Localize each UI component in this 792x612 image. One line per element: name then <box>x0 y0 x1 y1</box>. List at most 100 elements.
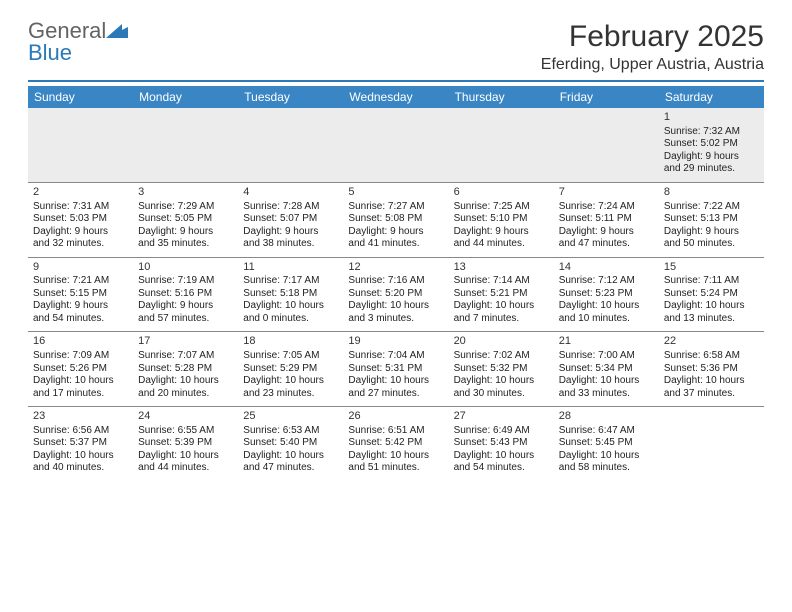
sunset-text: Sunset: 5:20 PM <box>348 288 443 301</box>
calendar-day-cell: 20Sunrise: 7:02 AMSunset: 5:32 PMDayligh… <box>449 332 554 407</box>
daylight-text-2: and 41 minutes. <box>348 238 443 251</box>
day-number: 20 <box>454 335 549 349</box>
daylight-text-1: Daylight: 10 hours <box>138 450 233 463</box>
day-number: 14 <box>559 261 654 275</box>
daylight-text-2: and 13 minutes. <box>664 313 759 326</box>
page-header: GeneralBlue February 2025 Eferding, Uppe… <box>28 20 764 82</box>
daylight-text-2: and 54 minutes. <box>454 462 549 475</box>
daylight-text-2: and 57 minutes. <box>138 313 233 326</box>
daylight-text-1: Daylight: 9 hours <box>454 226 549 239</box>
calendar-day-cell: 21Sunrise: 7:00 AMSunset: 5:34 PMDayligh… <box>554 332 659 407</box>
daylight-text-1: Daylight: 10 hours <box>243 450 338 463</box>
calendar-day-cell: 24Sunrise: 6:55 AMSunset: 5:39 PMDayligh… <box>133 407 238 481</box>
day-number: 7 <box>559 186 654 200</box>
sunset-text: Sunset: 5:43 PM <box>454 437 549 450</box>
day-number: 8 <box>664 186 759 200</box>
daylight-text-2: and 3 minutes. <box>348 313 443 326</box>
daylight-text-1: Daylight: 10 hours <box>559 300 654 313</box>
daylight-text-2: and 29 minutes. <box>664 163 759 176</box>
sunrise-text: Sunrise: 6:58 AM <box>664 350 759 363</box>
daylight-text-1: Daylight: 10 hours <box>559 375 654 388</box>
brand-text: GeneralBlue <box>28 20 128 64</box>
sunset-text: Sunset: 5:13 PM <box>664 213 759 226</box>
day-number: 4 <box>243 186 338 200</box>
sunrise-text: Sunrise: 6:53 AM <box>243 425 338 438</box>
calendar-day-cell: 28Sunrise: 6:47 AMSunset: 5:45 PMDayligh… <box>554 407 659 481</box>
daylight-text-1: Daylight: 9 hours <box>138 226 233 239</box>
daylight-text-2: and 30 minutes. <box>454 388 549 401</box>
calendar-empty-cell <box>343 108 448 182</box>
daylight-text-2: and 27 minutes. <box>348 388 443 401</box>
sunrise-text: Sunrise: 7:04 AM <box>348 350 443 363</box>
calendar-day-cell: 10Sunrise: 7:19 AMSunset: 5:16 PMDayligh… <box>133 257 238 332</box>
daylight-text-2: and 44 minutes. <box>454 238 549 251</box>
daylight-text-2: and 0 minutes. <box>243 313 338 326</box>
daylight-text-2: and 47 minutes. <box>243 462 338 475</box>
sunset-text: Sunset: 5:26 PM <box>33 363 128 376</box>
title-block: February 2025 Eferding, Upper Austria, A… <box>541 20 764 74</box>
daylight-text-2: and 20 minutes. <box>138 388 233 401</box>
day-number: 6 <box>454 186 549 200</box>
sunset-text: Sunset: 5:10 PM <box>454 213 549 226</box>
sunset-text: Sunset: 5:39 PM <box>138 437 233 450</box>
sunset-text: Sunset: 5:29 PM <box>243 363 338 376</box>
daylight-text-2: and 40 minutes. <box>33 462 128 475</box>
daylight-text-2: and 17 minutes. <box>33 388 128 401</box>
sunrise-text: Sunrise: 7:27 AM <box>348 201 443 214</box>
sunset-text: Sunset: 5:32 PM <box>454 363 549 376</box>
calendar-empty-cell <box>449 108 554 182</box>
day-header-row: Sunday Monday Tuesday Wednesday Thursday… <box>28 86 764 108</box>
day-number: 3 <box>138 186 233 200</box>
day-number: 1 <box>664 111 759 125</box>
sunrise-text: Sunrise: 7:24 AM <box>559 201 654 214</box>
daylight-text-1: Daylight: 10 hours <box>243 375 338 388</box>
calendar-week-row: 23Sunrise: 6:56 AMSunset: 5:37 PMDayligh… <box>28 407 764 481</box>
day-number: 19 <box>348 335 443 349</box>
sunrise-text: Sunrise: 6:49 AM <box>454 425 549 438</box>
calendar-empty-cell <box>28 108 133 182</box>
daylight-text-2: and 7 minutes. <box>454 313 549 326</box>
calendar-day-cell: 15Sunrise: 7:11 AMSunset: 5:24 PMDayligh… <box>659 257 764 332</box>
sunrise-text: Sunrise: 7:25 AM <box>454 201 549 214</box>
calendar-day-cell: 19Sunrise: 7:04 AMSunset: 5:31 PMDayligh… <box>343 332 448 407</box>
daylight-text-2: and 33 minutes. <box>559 388 654 401</box>
sunrise-text: Sunrise: 7:12 AM <box>559 275 654 288</box>
calendar-empty-cell <box>659 407 764 481</box>
calendar-body: 1Sunrise: 7:32 AMSunset: 5:02 PMDaylight… <box>28 108 764 481</box>
daylight-text-1: Daylight: 9 hours <box>664 151 759 164</box>
day-header: Saturday <box>659 86 764 108</box>
day-number: 27 <box>454 410 549 424</box>
day-number: 13 <box>454 261 549 275</box>
day-number: 21 <box>559 335 654 349</box>
daylight-text-1: Daylight: 10 hours <box>348 450 443 463</box>
calendar-week-row: 9Sunrise: 7:21 AMSunset: 5:15 PMDaylight… <box>28 257 764 332</box>
daylight-text-1: Daylight: 9 hours <box>664 226 759 239</box>
daylight-text-1: Daylight: 10 hours <box>664 375 759 388</box>
sunset-text: Sunset: 5:37 PM <box>33 437 128 450</box>
brand-blue: Blue <box>28 40 72 65</box>
sunset-text: Sunset: 5:42 PM <box>348 437 443 450</box>
day-number: 25 <box>243 410 338 424</box>
calendar-week-row: 1Sunrise: 7:32 AMSunset: 5:02 PMDaylight… <box>28 108 764 182</box>
daylight-text-2: and 44 minutes. <box>138 462 233 475</box>
triangle-icon <box>106 18 128 43</box>
day-number: 17 <box>138 335 233 349</box>
sunset-text: Sunset: 5:07 PM <box>243 213 338 226</box>
sunset-text: Sunset: 5:24 PM <box>664 288 759 301</box>
day-header: Tuesday <box>238 86 343 108</box>
day-number: 5 <box>348 186 443 200</box>
daylight-text-1: Daylight: 10 hours <box>559 450 654 463</box>
sunrise-text: Sunrise: 7:29 AM <box>138 201 233 214</box>
sunrise-text: Sunrise: 7:17 AM <box>243 275 338 288</box>
daylight-text-2: and 50 minutes. <box>664 238 759 251</box>
sunset-text: Sunset: 5:18 PM <box>243 288 338 301</box>
calendar-day-cell: 26Sunrise: 6:51 AMSunset: 5:42 PMDayligh… <box>343 407 448 481</box>
sunset-text: Sunset: 5:28 PM <box>138 363 233 376</box>
calendar-day-cell: 16Sunrise: 7:09 AMSunset: 5:26 PMDayligh… <box>28 332 133 407</box>
daylight-text-2: and 51 minutes. <box>348 462 443 475</box>
day-number: 9 <box>33 261 128 275</box>
sunrise-text: Sunrise: 6:51 AM <box>348 425 443 438</box>
sunrise-text: Sunrise: 7:02 AM <box>454 350 549 363</box>
daylight-text-1: Daylight: 9 hours <box>348 226 443 239</box>
day-number: 2 <box>33 186 128 200</box>
